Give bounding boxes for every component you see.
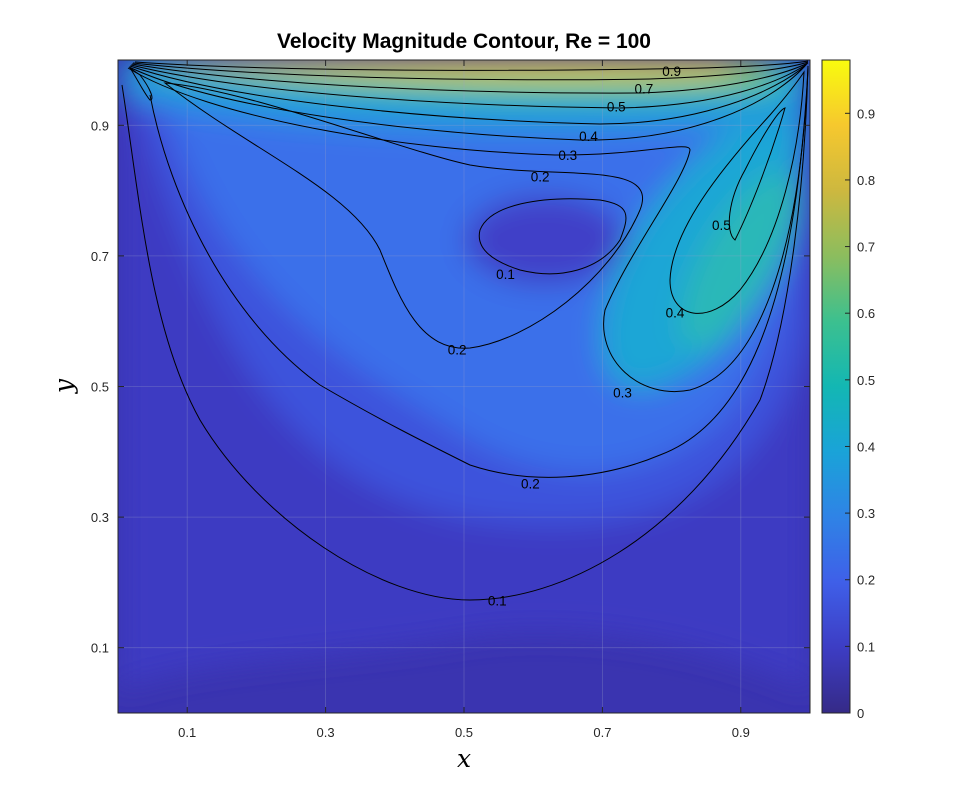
contour-0-5-vortex <box>728 107 786 241</box>
grid-lines <box>118 60 810 713</box>
contour-0-6 <box>130 63 808 109</box>
y-tick-label: 0.7 <box>91 249 109 264</box>
contour-0-7 <box>131 62 809 94</box>
x-tick-label: 0.7 <box>593 725 611 740</box>
contour-0-9 <box>134 60 809 71</box>
y-axis-ticks: 0.1 0.3 0.5 0.7 0.9 <box>91 118 810 656</box>
velocity-heatmap <box>118 60 810 713</box>
x-axis-label: x <box>457 744 471 773</box>
contour-label: 0.9 <box>662 64 681 79</box>
x-axis-ticks: 0.1 0.3 0.5 0.7 0.9 <box>178 60 750 740</box>
y-tick-label: 0.5 <box>91 380 109 395</box>
colorbar-tick-label: 0 <box>857 706 864 721</box>
x-tick-label: 0.3 <box>317 725 335 740</box>
chart-title: Velocity Magnitude Contour, Re = 100 <box>277 30 651 53</box>
colorbar-tick-label: 0.3 <box>857 506 875 521</box>
contour-labels: 0.90.70.50.40.30.20.10.20.50.40.30.20.1 <box>448 64 731 609</box>
contour-label: 0.4 <box>666 305 685 320</box>
contour-lines <box>121 60 809 601</box>
colorbar: 0 0.1 0.2 0.3 0.4 0.5 0.6 0.7 0.8 0.9 <box>821 59 875 721</box>
contour-label: 0.2 <box>521 476 540 491</box>
colorbar-tick-label: 0.1 <box>857 639 875 654</box>
contour-corner-loop <box>129 67 153 101</box>
contour-0-3 <box>127 67 809 392</box>
contour-label: 0.2 <box>531 170 550 185</box>
colorbar-tick-label: 0.4 <box>857 439 875 454</box>
colorbar-tick-label: 0.6 <box>857 306 875 321</box>
contour-label: 0.5 <box>607 100 626 115</box>
colorbar-tick-label: 0.5 <box>857 373 875 388</box>
y-tick-label: 0.3 <box>91 510 109 525</box>
plot-area: 0.90.70.50.40.30.20.10.20.50.40.30.20.1 … <box>91 59 811 740</box>
colorbar-tick-label: 0.8 <box>857 173 875 188</box>
contour-label: 0.3 <box>613 386 632 401</box>
contour-label: 0.1 <box>496 267 515 282</box>
contour-0-4 <box>128 65 806 141</box>
contour-0-1-outer <box>121 65 809 601</box>
y-axis-label: y <box>49 378 78 394</box>
contour-0-5 <box>129 64 807 125</box>
contour-0-4-vortex <box>669 70 805 314</box>
colorbar-ticks: 0 0.1 0.2 0.3 0.4 0.5 0.6 0.7 0.8 0.9 <box>845 106 875 721</box>
contour-0-2-inner <box>163 82 643 349</box>
x-tick-label: 0.1 <box>178 725 196 740</box>
colorbar-tick-label: 0.9 <box>857 106 875 121</box>
contour-label: 0.7 <box>635 81 654 96</box>
x-tick-label: 0.9 <box>732 725 750 740</box>
contour-label: 0.4 <box>579 129 598 144</box>
colorbar-gradient <box>821 59 851 714</box>
contour-label: 0.5 <box>712 218 731 233</box>
y-tick-label: 0.9 <box>91 118 109 133</box>
x-tick-label: 0.5 <box>455 725 473 740</box>
colorbar-tick-label: 0.7 <box>857 240 875 255</box>
contour-label: 0.2 <box>448 343 467 358</box>
contour-0-2-outer <box>149 67 809 478</box>
y-tick-label: 0.1 <box>91 641 109 656</box>
contour-label: 0.3 <box>558 148 577 163</box>
colorbar-tick-label: 0.2 <box>857 573 875 588</box>
contour-0-1-inner <box>478 198 627 275</box>
contour-0-8 <box>132 61 809 81</box>
contour-label: 0.1 <box>488 593 507 608</box>
